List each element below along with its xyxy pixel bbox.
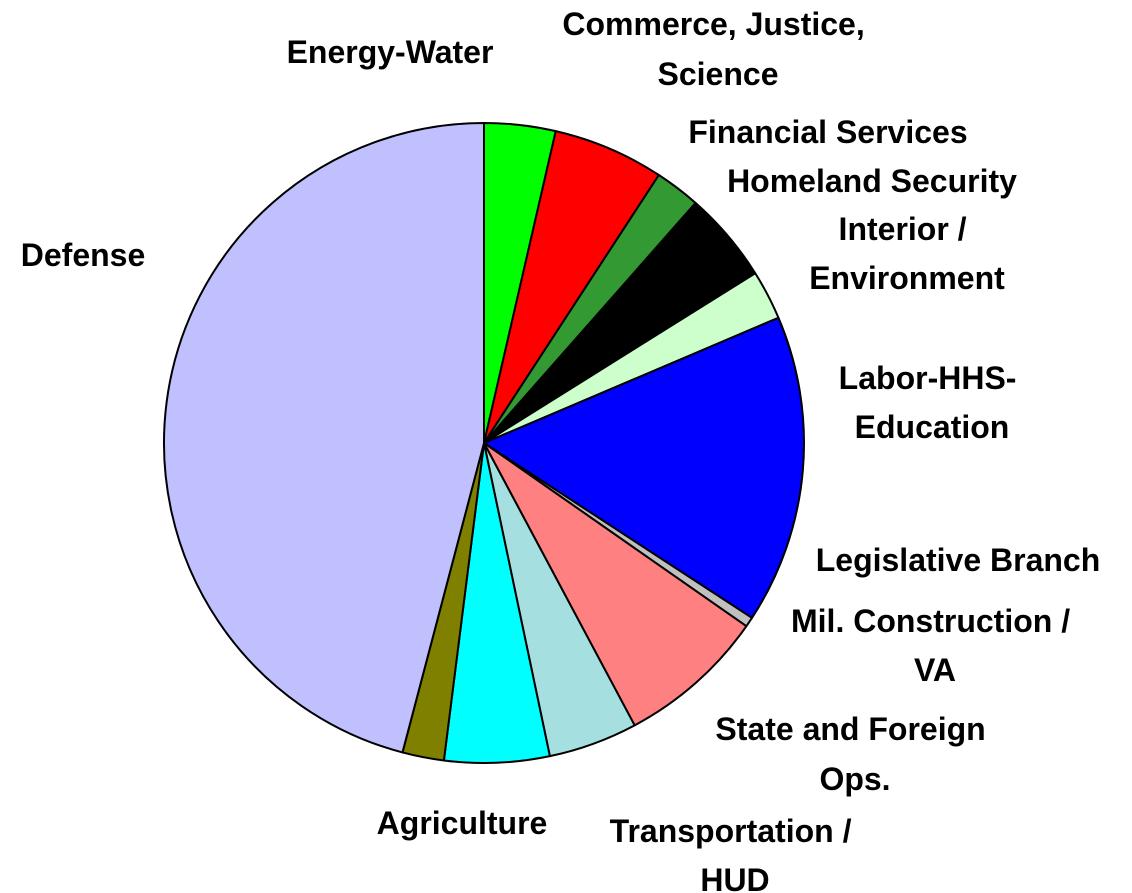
label-state-foreign-ops: State and Foreign Ops.: [715, 711, 994, 797]
pie-slice-defense: [163, 122, 485, 754]
label-energy-water: Energy-Water: [287, 34, 494, 70]
label-financial-services: Financial Services: [688, 114, 967, 150]
pie-labels: Energy-Water Commerce, Justice, Science …: [21, 6, 1101, 893]
label-transportation-hud: Transportation / HUD: [610, 813, 861, 893]
label-defense: Defense: [21, 237, 146, 273]
label-mil-construction-va: Mil. Construction / VA: [791, 603, 1079, 688]
pie-slice-labor-hhs-education: [483, 316, 805, 619]
pie-slice-mil-construction-va: [483, 442, 748, 727]
label-labor-hhs-education: Labor-HHS- Education: [839, 360, 1026, 445]
label-agriculture: Agriculture: [377, 805, 548, 841]
label-legislative-branch: Legislative Branch: [816, 542, 1101, 578]
pie-slices: [163, 122, 805, 765]
label-interior-environment: Interior / Environment: [809, 211, 1005, 296]
label-commerce-justice-science: Commerce, Justice, Science: [562, 6, 873, 92]
label-homeland-security: Homeland Security: [727, 163, 1017, 199]
